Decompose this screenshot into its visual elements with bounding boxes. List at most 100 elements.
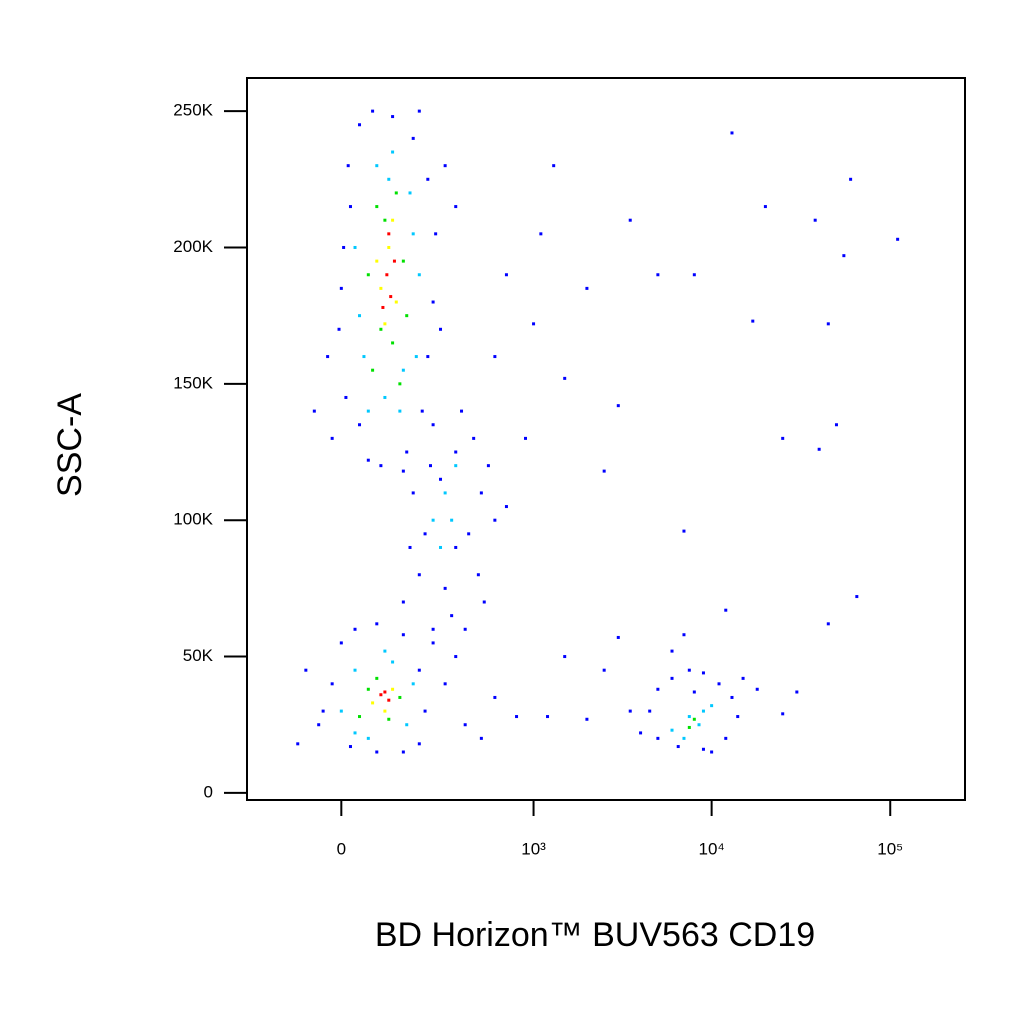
dot [401,368,405,372]
dot [616,404,620,408]
dot [450,518,454,522]
dot [431,423,435,427]
dot [439,545,443,549]
dot [381,305,385,309]
dot [431,641,435,645]
dot [849,177,853,181]
dot [751,319,755,323]
dot [463,723,467,727]
dot [454,655,458,659]
dot [394,300,398,304]
dot [375,205,379,209]
dot [330,436,334,440]
dot [563,376,567,380]
dot [472,436,476,440]
dot [371,109,375,113]
dot [423,532,427,536]
dot [781,436,785,440]
dot [656,736,660,740]
dot [795,690,799,694]
dot [312,409,316,413]
dot [443,164,447,168]
dot [353,731,357,735]
dot [450,614,454,618]
dot [366,273,370,277]
x-axis-title: BD Horizon™ BUV563 CD19 [375,916,815,954]
dot [563,655,567,659]
dot [697,723,701,727]
dot [460,409,464,413]
dot [546,715,550,719]
dot [493,355,497,359]
dot [317,723,321,727]
dot [417,109,421,113]
dot [398,409,402,413]
dot [371,701,375,705]
dot [346,164,350,168]
dot [379,327,383,331]
dot [826,322,830,326]
dot [710,750,714,754]
dot [411,136,415,140]
dot [304,668,308,672]
dot [383,709,387,713]
dot [682,529,686,533]
dot [296,742,300,746]
dot [379,286,383,290]
dot [405,314,409,318]
dot [339,641,343,645]
y-tick-label: 200K [173,237,213,256]
dot [387,177,391,181]
dot [736,715,740,719]
x-tick-label: 10³ [521,839,546,858]
dot [383,218,387,222]
dot [431,627,435,631]
dot [648,709,652,713]
dot [585,717,589,721]
dot [408,191,412,195]
y-tick-label: 50K [183,646,214,665]
dot [717,682,721,686]
dot [387,232,391,236]
dot [375,164,379,168]
dot [763,205,767,209]
dot [342,245,346,249]
dot [443,491,447,495]
dot [476,573,480,577]
dot [383,322,387,326]
dot [692,717,696,721]
dot [454,450,458,454]
dot [375,750,379,754]
dot [344,395,348,399]
dot [417,742,421,746]
dot [389,295,393,299]
dot [532,322,536,326]
dot [326,355,330,359]
dot [585,286,589,290]
dot [434,232,438,236]
dot [463,627,467,631]
dot [391,660,395,664]
dot [387,717,391,721]
dot [431,518,435,522]
dot [676,745,680,749]
dot [358,423,362,427]
dot [362,355,366,359]
dot [405,450,409,454]
dot [358,715,362,719]
plot-frame [246,77,966,801]
dot [371,368,375,372]
dot [405,723,409,727]
dot [431,300,435,304]
dot [813,218,817,222]
dot [375,676,379,680]
dot [366,409,370,413]
dot [366,687,370,691]
dot [417,273,421,277]
dot [358,123,362,127]
dot [656,687,660,691]
dot [486,464,490,468]
dot [602,668,606,672]
dot [353,627,357,631]
